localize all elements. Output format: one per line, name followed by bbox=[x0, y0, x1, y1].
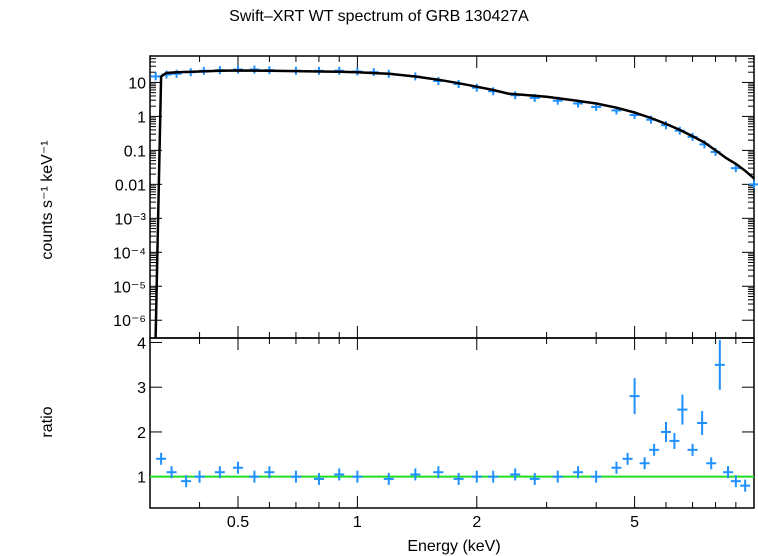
ratio-data-point bbox=[529, 472, 540, 485]
ratio-data-point bbox=[488, 470, 499, 483]
ratio-data-point bbox=[677, 394, 688, 425]
ratio-data-point bbox=[453, 472, 464, 485]
spectrum-panel: 10⁻⁶ 10⁻⁵ 10⁻⁴ 10⁻³ 0.01 0.1 1 10 bbox=[113, 55, 758, 508]
ratio-data-point bbox=[622, 452, 633, 465]
ratio-data-point bbox=[334, 468, 345, 481]
ratio-y-axis-title: ratio bbox=[39, 406, 56, 437]
y-tick-label: 0.1 bbox=[124, 143, 146, 160]
x-axis-title: Energy (keV) bbox=[407, 538, 500, 555]
ratio-data-point bbox=[156, 452, 167, 465]
ratio-data-point bbox=[661, 421, 672, 442]
ratio-frame bbox=[149, 337, 755, 509]
ratio-data-point bbox=[433, 466, 444, 479]
y-tick-label: 10⁻⁴ bbox=[113, 245, 146, 262]
ratio-data-point bbox=[697, 411, 708, 435]
ratio-data-point bbox=[552, 470, 563, 483]
ratio-panel: 0.5 1 2 5 1 2 3 4 bbox=[137, 335, 755, 531]
y-tick-label: 10⁻⁵ bbox=[113, 279, 146, 296]
ratio-y-tick-label: 3 bbox=[137, 380, 146, 397]
model-line bbox=[154, 69, 755, 339]
ratio-data-point bbox=[232, 461, 243, 474]
ratio-data-point bbox=[166, 466, 177, 479]
ratio-data-point bbox=[313, 472, 324, 485]
ratio-data-point bbox=[706, 457, 717, 470]
ratio-y-tick-label: 1 bbox=[137, 470, 146, 487]
ratio-data-point bbox=[740, 479, 751, 492]
ratio-data-point bbox=[591, 470, 602, 483]
ratio-data-point bbox=[723, 466, 734, 479]
x-tick-label: 0.5 bbox=[227, 514, 249, 531]
ratio-data-point bbox=[611, 461, 622, 474]
ratio-data-point bbox=[730, 475, 741, 488]
ratio-data-point bbox=[687, 443, 698, 456]
ratio-data-point bbox=[264, 466, 275, 479]
ratio-data-point bbox=[383, 472, 394, 485]
spectrum-data-point bbox=[749, 180, 758, 189]
x-tick-label: 2 bbox=[472, 514, 481, 531]
x-tick-label: 5 bbox=[630, 514, 639, 531]
ratio-data-point bbox=[249, 470, 260, 483]
ratio-data-point bbox=[714, 339, 725, 390]
y-tick-label: 1 bbox=[137, 109, 146, 126]
spectrum-data-point bbox=[150, 72, 161, 81]
spectrum-data-point bbox=[730, 164, 741, 173]
spectrum-y-axis-title: counts s⁻¹ keV⁻¹ bbox=[39, 140, 56, 259]
ratio-data-point bbox=[352, 470, 363, 483]
ratio-data-point bbox=[510, 468, 521, 481]
chart-title: Swift–XRT WT spectrum of GRB 130427A bbox=[229, 8, 529, 25]
ratio-data-point bbox=[649, 443, 660, 456]
y-tick-label: 10⁻⁶ bbox=[113, 313, 146, 330]
ratio-data-point bbox=[194, 470, 205, 483]
ratio-data-point bbox=[669, 432, 680, 449]
ratio-data-point bbox=[410, 468, 421, 481]
ratio-data-point bbox=[471, 470, 482, 483]
y-tick-label: 0.01 bbox=[115, 177, 146, 194]
ratio-data-point bbox=[290, 470, 301, 483]
ratio-data-point bbox=[181, 475, 192, 488]
ratio-data-point bbox=[573, 466, 584, 479]
ratio-data-point bbox=[214, 466, 225, 479]
y-tick-label: 10 bbox=[128, 75, 146, 92]
ratio-y-tick-label: 2 bbox=[137, 425, 146, 442]
x-tick-label: 1 bbox=[353, 514, 362, 531]
ratio-data-point bbox=[639, 457, 650, 470]
spectrum-frame bbox=[149, 55, 755, 339]
y-tick-label: 10⁻³ bbox=[114, 211, 146, 228]
ratio-y-tick-label: 4 bbox=[137, 335, 146, 352]
ratio-data-point bbox=[629, 378, 640, 415]
